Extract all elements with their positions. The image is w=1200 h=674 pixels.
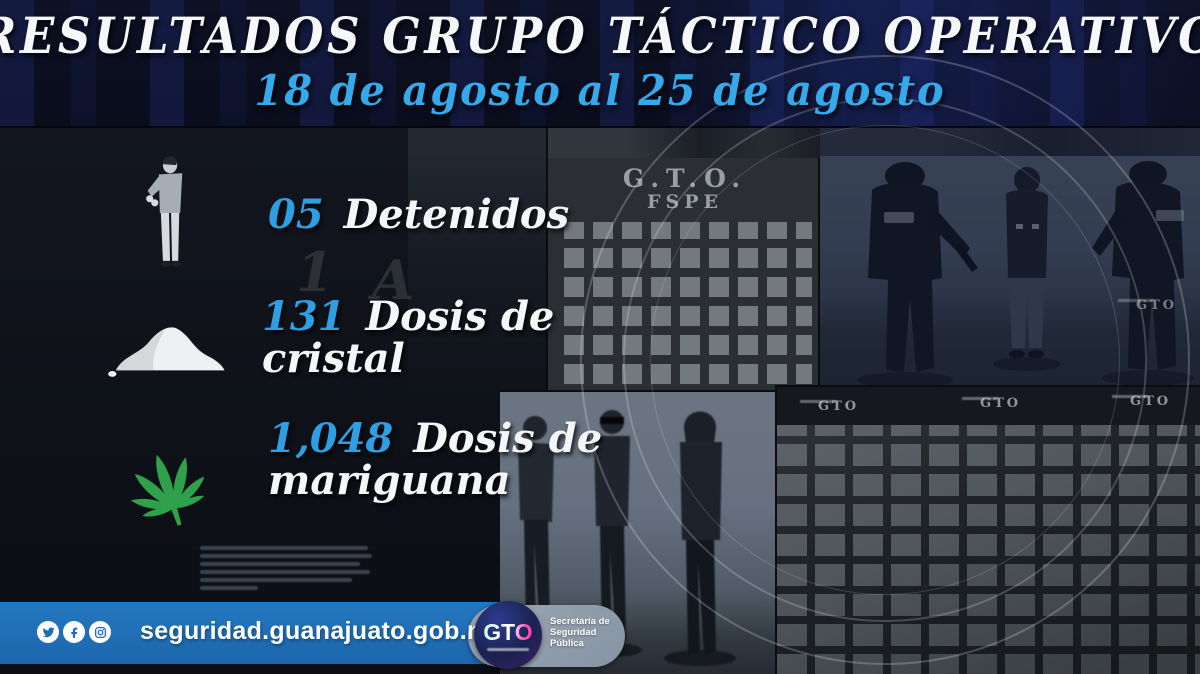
facebook-icon	[63, 621, 85, 643]
detainee-person-icon	[142, 156, 194, 270]
stat-detainees-label: Detenidos	[343, 191, 570, 238]
instagram-icon	[89, 621, 111, 643]
agency-name: Secretaría de Seguridad Pública	[550, 616, 610, 650]
background-letter: 1	[296, 240, 334, 304]
circle-overlay	[623, 98, 1147, 622]
stat-detainees-value: 05	[268, 191, 324, 238]
stat-marijuana-value: 1,048	[268, 415, 394, 462]
crystal-powder-icon	[104, 300, 234, 384]
stat-crystal: 131 Dosis de cristal	[262, 293, 577, 383]
twitter-icon	[37, 621, 59, 643]
circle-overlay	[650, 125, 1120, 595]
stat-detainees: 05 Detenidos	[268, 191, 868, 238]
marijuana-leaf-icon	[108, 396, 236, 530]
header-band	[0, 0, 1200, 128]
website-url: seguridad.guanajuato.gob.mx	[140, 617, 504, 645]
page-subtitle: 18 de agosto al 25 de agosto	[254, 66, 946, 115]
page-title: RESULTADOS GRUPO TÁCTICO OPERATIVO	[0, 6, 1200, 65]
gto-logo-text: GTO	[483, 618, 533, 645]
fine-print-text	[200, 546, 375, 594]
stat-crystal-value: 131	[262, 293, 346, 340]
circle-overlay	[580, 55, 1190, 665]
background-photo-left	[0, 128, 546, 674]
stat-marijuana: 1,048 Dosis de mariguana	[268, 415, 638, 505]
stat-crystal-label: Dosis de cristal	[262, 293, 555, 383]
stat-marijuana-label: Dosis de mariguana	[268, 415, 603, 505]
gto-logo-tagline	[487, 647, 529, 652]
background-photo-officer	[408, 128, 546, 390]
gto-state-logo: GTO	[474, 601, 542, 669]
background-letter: A	[372, 248, 414, 312]
